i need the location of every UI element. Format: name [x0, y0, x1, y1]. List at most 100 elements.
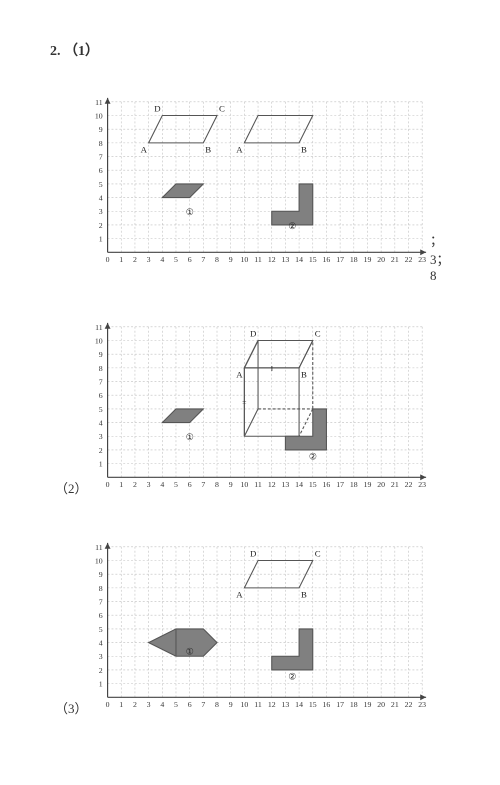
svg-text:10: 10 — [95, 556, 103, 565]
svg-text:9: 9 — [99, 350, 103, 359]
svg-text:A: A — [236, 590, 243, 600]
svg-text:A: A — [236, 370, 243, 380]
svg-text:1: 1 — [99, 235, 103, 244]
svg-text:1: 1 — [119, 480, 123, 489]
part3-label: （3） — [55, 698, 88, 717]
svg-text:6: 6 — [188, 480, 192, 489]
svg-text:11: 11 — [95, 323, 103, 332]
answer-text: ；3；8 — [430, 230, 450, 284]
svg-text:22: 22 — [405, 480, 413, 489]
svg-text:12: 12 — [268, 255, 276, 264]
svg-text:5: 5 — [99, 180, 103, 189]
svg-text:10: 10 — [240, 700, 248, 709]
svg-text:7: 7 — [201, 255, 205, 264]
question-part1: （1） — [64, 44, 99, 59]
svg-text:4: 4 — [160, 480, 164, 489]
svg-text:3: 3 — [147, 255, 151, 264]
svg-text:5: 5 — [174, 255, 178, 264]
svg-text:20: 20 — [377, 480, 385, 489]
svg-text:10: 10 — [240, 480, 248, 489]
svg-text:2: 2 — [99, 666, 103, 675]
figure-1: 0123456789101112131415161718192021222312… — [90, 85, 450, 280]
svg-text:2: 2 — [99, 221, 103, 230]
svg-text:6: 6 — [99, 611, 103, 620]
svg-text:=: = — [242, 398, 247, 407]
svg-text:19: 19 — [364, 480, 372, 489]
svg-text:23: 23 — [418, 255, 426, 264]
svg-text:D: D — [154, 104, 160, 114]
svg-text:20: 20 — [377, 255, 385, 264]
svg-text:19: 19 — [364, 700, 372, 709]
svg-text:17: 17 — [336, 480, 344, 489]
svg-text:0: 0 — [106, 255, 110, 264]
svg-text:1: 1 — [99, 460, 103, 469]
svg-text:6: 6 — [99, 166, 103, 175]
svg-text:3: 3 — [147, 480, 151, 489]
svg-text:4: 4 — [99, 194, 103, 203]
svg-text:①: ① — [186, 207, 194, 217]
svg-text:8: 8 — [99, 139, 103, 148]
svg-text:B: B — [205, 145, 211, 155]
svg-text:15: 15 — [309, 480, 317, 489]
svg-text:12: 12 — [268, 700, 276, 709]
svg-text:2: 2 — [133, 700, 137, 709]
svg-text:B: B — [301, 590, 307, 600]
svg-text:C: C — [315, 549, 321, 559]
svg-text:6: 6 — [188, 700, 192, 709]
svg-text:4: 4 — [99, 639, 103, 648]
svg-text:②: ② — [309, 451, 317, 461]
svg-text:3: 3 — [99, 207, 103, 216]
svg-text:C: C — [315, 329, 321, 339]
svg-text:6: 6 — [188, 255, 192, 264]
svg-text:20: 20 — [377, 700, 385, 709]
svg-text:A: A — [141, 145, 148, 155]
svg-text:11: 11 — [95, 98, 103, 107]
svg-text:0: 0 — [106, 700, 110, 709]
svg-text:11: 11 — [254, 255, 262, 264]
svg-text:10: 10 — [95, 111, 103, 120]
svg-text:14: 14 — [295, 480, 303, 489]
svg-text:16: 16 — [323, 700, 331, 709]
svg-text:0: 0 — [106, 480, 110, 489]
svg-text:13: 13 — [282, 255, 290, 264]
svg-text:①: ① — [186, 647, 194, 657]
svg-text:23: 23 — [418, 480, 426, 489]
svg-text:18: 18 — [350, 480, 358, 489]
svg-text:21: 21 — [391, 255, 399, 264]
svg-text:5: 5 — [174, 480, 178, 489]
svg-text:22: 22 — [405, 700, 413, 709]
svg-text:8: 8 — [99, 364, 103, 373]
figure-2: 0123456789101112131415161718192021222312… — [90, 310, 450, 505]
svg-text:A: A — [236, 145, 243, 155]
svg-text:2: 2 — [133, 480, 137, 489]
svg-text:6: 6 — [99, 391, 103, 400]
svg-text:13: 13 — [282, 480, 290, 489]
svg-text:‖: ‖ — [271, 364, 273, 373]
svg-text:8: 8 — [99, 584, 103, 593]
svg-text:1: 1 — [119, 255, 123, 264]
svg-text:7: 7 — [99, 597, 103, 606]
svg-text:15: 15 — [309, 700, 317, 709]
svg-text:2: 2 — [99, 446, 103, 455]
svg-text:14: 14 — [295, 255, 303, 264]
svg-text:8: 8 — [215, 700, 219, 709]
svg-text:21: 21 — [391, 480, 399, 489]
svg-text:14: 14 — [295, 700, 303, 709]
svg-text:9: 9 — [99, 125, 103, 134]
svg-text:B: B — [301, 145, 307, 155]
svg-text:5: 5 — [174, 700, 178, 709]
svg-text:②: ② — [288, 221, 296, 231]
svg-text:8: 8 — [215, 255, 219, 264]
svg-text:C: C — [219, 104, 225, 114]
svg-text:18: 18 — [350, 255, 358, 264]
svg-text:16: 16 — [323, 480, 331, 489]
svg-text:4: 4 — [160, 700, 164, 709]
svg-text:②: ② — [288, 671, 296, 681]
svg-text:7: 7 — [201, 700, 205, 709]
svg-text:22: 22 — [405, 255, 413, 264]
svg-text:1: 1 — [99, 680, 103, 689]
svg-text:3: 3 — [147, 700, 151, 709]
svg-text:10: 10 — [240, 255, 248, 264]
svg-text:7: 7 — [201, 480, 205, 489]
svg-text:3: 3 — [99, 432, 103, 441]
